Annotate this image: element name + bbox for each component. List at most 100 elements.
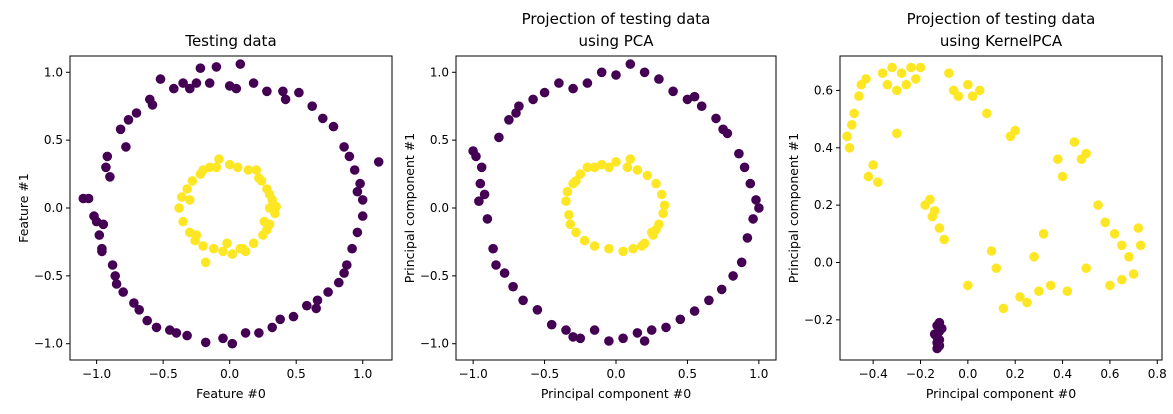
scatter-point (1045, 280, 1056, 291)
scatter-point (218, 246, 228, 257)
scatter-point (562, 186, 573, 197)
scatter-point (582, 162, 593, 173)
scatter-point (658, 208, 668, 219)
scatter-point (218, 333, 228, 344)
scatter-point (214, 154, 224, 164)
scatter-point (248, 238, 259, 249)
axes-frame (839, 55, 1163, 361)
scatter-point (1128, 269, 1139, 279)
scatter-point (224, 159, 235, 170)
scatter-point (259, 216, 270, 227)
x-tick-label: 0.6 (1100, 367, 1119, 381)
scatter-point (967, 91, 978, 101)
scatter-point (195, 63, 206, 73)
series-group (174, 154, 282, 268)
scatter-point (675, 314, 686, 325)
scatter-point (198, 165, 208, 175)
scatter-point (251, 165, 262, 175)
axes-frame (455, 55, 777, 361)
scatter-point (1010, 125, 1020, 136)
scatter-point (861, 74, 871, 84)
scatter-point (1124, 251, 1134, 262)
scatter-point (198, 241, 208, 251)
scatter-point (1069, 137, 1080, 147)
x-tick-label: 0.0 (958, 367, 977, 381)
y-tick-label: −0.5 (34, 269, 63, 283)
scatter-point (953, 91, 964, 101)
x-tick-label: −0.4 (859, 367, 888, 381)
scatter-point (1062, 286, 1073, 297)
scatter-point (169, 83, 179, 94)
scatter-point (929, 329, 940, 340)
y-axis-label: Feature #1 (16, 173, 31, 243)
scatter-point (121, 142, 131, 152)
scatter-point (264, 203, 275, 213)
scatter-point (632, 165, 643, 175)
scatter-point (528, 94, 538, 105)
scatter-point (963, 79, 973, 90)
scatter-point (844, 143, 855, 153)
scatter-point (1053, 154, 1063, 164)
scatter-point (639, 336, 650, 346)
scatter-point (256, 176, 267, 186)
scatter-point (625, 59, 636, 69)
scatter-point (328, 121, 339, 132)
scatter-point (339, 142, 349, 152)
scatter-point (589, 162, 600, 173)
scatter-point (102, 151, 113, 162)
scatter-point (625, 154, 636, 164)
scatter-point (518, 295, 528, 306)
series-group (929, 317, 947, 354)
scatter-point (111, 279, 122, 289)
scatter-point (651, 178, 661, 189)
scatter-point (177, 192, 187, 202)
scatter-point (211, 162, 222, 173)
y-axis-label: Principal component #1 (786, 133, 801, 283)
x-tick-label: 1.0 (749, 367, 768, 381)
scatter-point (639, 67, 650, 78)
scatter-point (882, 79, 893, 90)
scatter-point (854, 91, 864, 101)
scatter-point (185, 195, 195, 205)
scatter-point (155, 74, 166, 84)
x-tick-label: 0.0 (606, 367, 625, 381)
scatter-point (754, 203, 764, 213)
scatter-point (1081, 263, 1091, 274)
scatter-point (939, 234, 949, 245)
scatter-point (83, 193, 94, 204)
scatter-point (611, 70, 621, 80)
scatter-point (231, 83, 242, 94)
scatter-point (191, 78, 202, 88)
scatter-point (471, 151, 481, 162)
scatter-point (357, 211, 368, 221)
scatter-point (275, 314, 286, 325)
y-axis-label: Principal component #1 (402, 133, 417, 283)
scatter-point (504, 115, 514, 125)
scatter-point (318, 113, 328, 124)
chart-title-line: Projection of testing data (522, 10, 711, 28)
scatter-point (561, 325, 571, 335)
chart-title-line: using PCA (578, 32, 654, 50)
scatter-point (554, 78, 564, 88)
scatter-point (568, 83, 578, 94)
scatter-point (115, 124, 126, 135)
scatter-point (646, 325, 657, 335)
y-tick-label: −0.5 (420, 269, 449, 283)
scatter-point (123, 115, 134, 125)
scatter-point (499, 268, 510, 278)
scatter-point (847, 120, 857, 130)
x-tick-label: −0.2 (906, 367, 935, 381)
scatter-point (101, 162, 111, 173)
scatter-point (288, 311, 299, 322)
scatter-point (243, 165, 254, 175)
scatter-point (240, 328, 251, 338)
scatter-point (736, 257, 747, 268)
scatter-point (1022, 297, 1032, 308)
scatter-point (1034, 286, 1044, 297)
scatter-point (1105, 280, 1115, 291)
series-group (468, 59, 764, 346)
scatter-point (1015, 292, 1025, 302)
scatter-point (352, 227, 363, 238)
scatter-point (986, 246, 997, 256)
scatter-point (944, 68, 954, 78)
